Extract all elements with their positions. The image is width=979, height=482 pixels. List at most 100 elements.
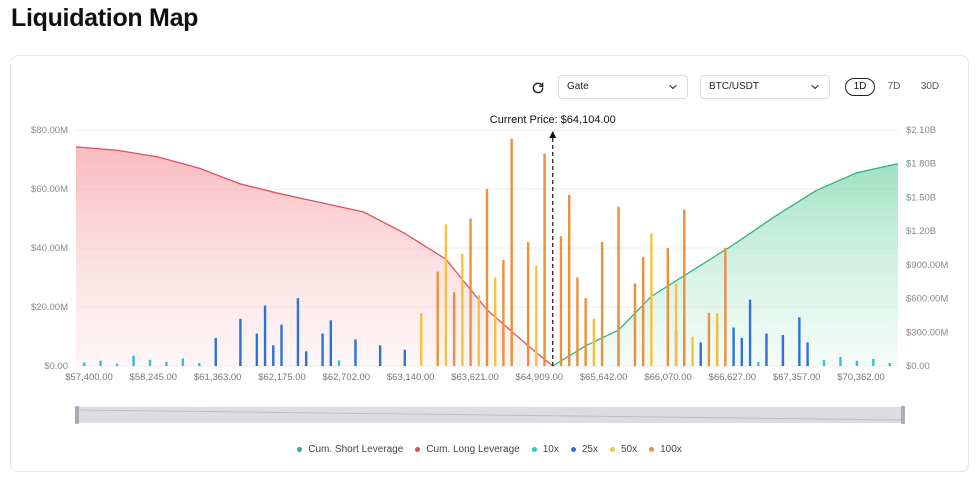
bar-lev25: [798, 317, 801, 366]
tab-1d[interactable]: 1D: [845, 78, 875, 96]
exchange-select[interactable]: Gate: [558, 75, 688, 99]
bar-lev25: [765, 333, 768, 366]
bar-lev25: [732, 327, 735, 366]
bar-lev25: [239, 318, 242, 366]
leverage-bars: [83, 138, 891, 366]
bar-lev50: [477, 295, 480, 366]
bar-lev25: [748, 299, 752, 366]
x-tick-label: $58,245.00: [130, 372, 178, 383]
x-tick-label: $63,621.00: [451, 372, 499, 383]
bar-lev25: [403, 349, 406, 366]
x-tick-label: $65,642.00: [580, 372, 628, 383]
current-price-annotation: Current Price: $64,104.00: [490, 114, 616, 366]
bar-lev100: [600, 242, 604, 366]
x-tick-label: $66,627.00: [709, 372, 757, 383]
legend-25x[interactable]: 25x: [570, 444, 598, 455]
x-tick-label: $62,702.00: [323, 372, 371, 383]
legend-100x[interactable]: 100x: [649, 444, 682, 455]
bar-lev10: [872, 358, 875, 366]
bar-lev100: [724, 248, 727, 366]
bar-lev50: [674, 283, 678, 366]
bar-lev50: [444, 224, 448, 366]
chevron-down-icon: [811, 84, 819, 90]
bar-lev100: [617, 206, 620, 366]
bar-lev25: [272, 345, 275, 366]
bar-lev100: [641, 256, 645, 366]
bar-lev10: [165, 361, 168, 366]
axes: $0.00 $20.00M $40.00M $60.00M $80.00M $0.00 $3…: [31, 125, 948, 383]
zoom-slider[interactable]: [75, 406, 905, 424]
bar-lev25: [378, 345, 382, 366]
current-price-label: Current Price: $64,104.00: [490, 114, 616, 126]
legend-cum-long[interactable]: Cum. Long Leverage: [415, 444, 520, 455]
y-left-tick-label: $20.00M: [31, 302, 68, 313]
x-tick-label: $61,363.00: [194, 372, 242, 383]
legend-50x[interactable]: 50x: [609, 444, 637, 455]
legend-dot: [297, 447, 303, 452]
bar-lev50: [461, 253, 464, 366]
bar-lev25: [255, 333, 259, 366]
pair-select-value: BTC/USDT: [709, 81, 759, 92]
bar-lev100: [469, 218, 472, 366]
bar-lev25: [699, 342, 702, 366]
x-tick-label: $63,140.00: [387, 372, 435, 383]
y-right-tick-label: $1.50B: [906, 192, 936, 203]
tab-30d[interactable]: 30D: [920, 81, 940, 92]
bar-lev10: [839, 356, 842, 366]
bar-lev100: [526, 242, 530, 366]
current-price-arrow: [549, 131, 557, 138]
legend-label: 25x: [581, 444, 598, 455]
bar-lev10: [757, 362, 760, 366]
bar-lev100: [683, 209, 686, 366]
chevron-down-icon: [669, 84, 677, 90]
bar-lev50: [420, 312, 423, 366]
x-tick-label: $64,909.00: [516, 372, 564, 383]
bar-lev25: [321, 333, 324, 366]
bar-lev50: [494, 277, 497, 366]
legend-cum-short[interactable]: Cum. Short Leverage: [297, 444, 403, 455]
bar-lev25: [354, 339, 357, 366]
bar-lev25: [280, 324, 283, 366]
legend-label: 100x: [660, 444, 682, 455]
bar-lev10: [181, 358, 185, 366]
bar-lev100: [633, 283, 637, 366]
legend-10x[interactable]: 10x: [531, 444, 559, 455]
bar-lev25: [740, 337, 744, 366]
bar-lev50: [535, 265, 538, 366]
y-right-tick-label: $1.20B: [906, 226, 936, 237]
bar-lev25: [296, 298, 300, 366]
bar-lev100: [707, 312, 711, 366]
zoom-handle-left: [75, 406, 79, 424]
bar-lev50: [650, 233, 653, 366]
bar-lev100: [485, 189, 489, 366]
x-tick-label: $66,070.00: [644, 372, 692, 383]
bar-lev100: [559, 236, 563, 366]
bar-lev50: [715, 312, 719, 366]
legend-label: Cum. Long Leverage: [426, 444, 520, 455]
exchange-select-value: Gate: [567, 81, 589, 92]
y-left-tick-label: $80.00M: [31, 125, 68, 136]
bar-lev100: [576, 277, 579, 366]
y-right-tick-label: $600.00M: [906, 294, 948, 305]
tab-7d[interactable]: 7D: [887, 81, 901, 92]
bar-lev100: [510, 138, 513, 366]
bar-lev10: [132, 355, 135, 366]
bar-lev10: [83, 362, 86, 366]
x-tick-label: $62,175.00: [258, 372, 306, 383]
bar-lev10: [822, 360, 826, 366]
bar-lev10: [337, 360, 341, 366]
y-left-tick-label: $40.00M: [31, 243, 68, 254]
refresh-button[interactable]: [527, 78, 549, 98]
bar-lev100: [436, 271, 439, 366]
pair-select[interactable]: BTC/USDT: [700, 75, 830, 99]
legend-dot: [609, 447, 615, 452]
bar-lev25: [329, 320, 333, 366]
bar-lev10: [115, 363, 119, 366]
bar-lev100: [584, 298, 587, 366]
x-tick-label: $67,357.00: [773, 372, 821, 383]
bar-lev100: [666, 248, 670, 366]
y-left-tick-label: $60.00M: [31, 184, 68, 195]
y-right-tick-label: $0.00: [906, 361, 930, 372]
zoom-handle-right: [901, 406, 905, 424]
